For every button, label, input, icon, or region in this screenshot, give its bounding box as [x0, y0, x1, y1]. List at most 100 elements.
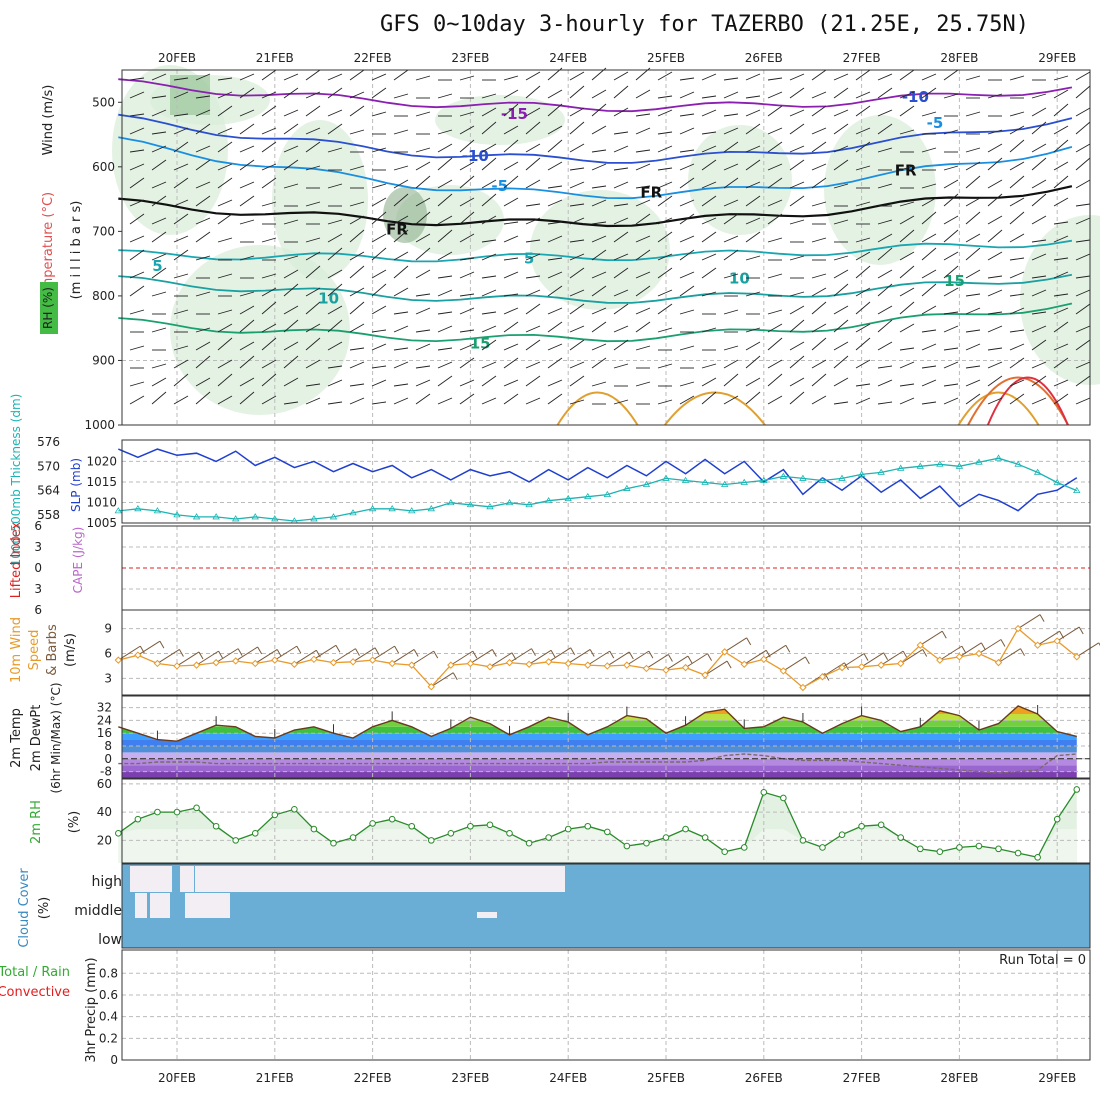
wind-barb: [591, 235, 607, 243]
wind-barb: [657, 231, 673, 243]
lifted-tick: 6: [34, 603, 42, 617]
temperature-axis-label: Temperature (°C): [41, 192, 56, 305]
wind-barb: [591, 221, 607, 225]
wind-barb: [745, 391, 761, 405]
wind-barb: [591, 321, 607, 333]
wind-barb: [1031, 397, 1047, 405]
wind-barb: [613, 253, 629, 261]
thickness-marker: [603, 490, 612, 498]
wind-barb: [393, 265, 409, 279]
temp-band: [122, 706, 1077, 708]
wind10-marker: [760, 655, 768, 664]
wind-barb: [591, 285, 607, 297]
rh2m-marker: [1073, 786, 1081, 793]
wind-barb: [525, 143, 541, 153]
wind-barb: [217, 309, 233, 315]
wind-barb: [415, 161, 431, 171]
wind-barb: [877, 147, 893, 153]
wind-barb: [173, 127, 189, 135]
wind-tick: 3: [104, 671, 112, 685]
wind-barb: [239, 219, 255, 225]
wind-barb: [173, 141, 189, 153]
wind-barb: [943, 179, 959, 189]
warm-contour: [957, 391, 1040, 426]
wind-barb: [1009, 329, 1025, 333]
wind-barb: [1053, 161, 1069, 171]
cloud-gap: [130, 866, 172, 892]
wind10-marker: [134, 651, 142, 659]
wind10-barb-flag: [374, 647, 380, 656]
wind-barb: [591, 89, 607, 99]
wind-barb: [899, 129, 915, 135]
wind-barb: [899, 215, 915, 225]
wind-barb: [459, 329, 475, 333]
wind-barb: [481, 339, 497, 351]
thickness-marker: [329, 513, 338, 520]
wind10-marker: [936, 656, 944, 664]
wind-barb: [1075, 275, 1091, 279]
wind-barb: [195, 391, 211, 405]
wind-barb: [855, 301, 871, 315]
wind-barb: [613, 325, 629, 333]
rh2m-marker: [193, 804, 200, 812]
wind-barb: [877, 233, 893, 243]
wind-barb: [657, 95, 673, 99]
wind-barb: [217, 213, 233, 225]
wind-barb: [833, 377, 849, 387]
wind10-barb: [528, 649, 552, 665]
thickness-marker: [153, 507, 162, 514]
wind-barb: [789, 87, 805, 99]
wind-barb: [569, 203, 585, 207]
wind-barb: [1053, 293, 1069, 297]
wind-barb: [833, 73, 849, 81]
wind-barb: [261, 373, 277, 387]
wind-barb: [987, 275, 1003, 279]
wind-barb: [965, 147, 981, 153]
cloud-unit-label: (%): [37, 897, 52, 920]
wind-barb: [921, 87, 937, 99]
wind-barb: [415, 365, 431, 369]
wind10-barb: [880, 650, 904, 666]
wind-barb: [239, 391, 255, 405]
wind-barb: [415, 343, 431, 351]
wind-barb: [943, 251, 959, 261]
thickness-marker: [408, 507, 416, 514]
wind10-barb: [900, 649, 923, 664]
wind-barb: [789, 305, 805, 315]
wind-barb: [811, 359, 827, 369]
thickness-marker: [310, 515, 318, 522]
wind-barb: [701, 159, 717, 171]
wind-barb: [459, 197, 475, 207]
wind-barb: [1009, 211, 1025, 225]
thickness-marker: [427, 505, 435, 512]
rh-legend-swatch: [40, 282, 58, 334]
wind10-barb: [235, 646, 258, 662]
wind-barb: [1031, 121, 1047, 135]
wind-barb: [503, 235, 519, 243]
wind-barb: [811, 91, 827, 99]
wind-barb: [855, 91, 871, 99]
wind-barb: [371, 211, 387, 225]
wind-barb: [1053, 75, 1069, 81]
wind-barb: [745, 231, 761, 243]
thickness-marker: [838, 474, 846, 481]
thickness-marker: [955, 462, 964, 469]
thickness-marker: [994, 454, 1003, 461]
wind-barb: [239, 377, 255, 387]
rh-area: [1020, 215, 1100, 385]
wind-barb: [217, 141, 233, 153]
wind-barb: [547, 271, 563, 279]
wind-barb: [525, 85, 541, 99]
isotherm-label: 15: [944, 272, 965, 290]
wind-barb: [591, 381, 607, 387]
wind-barb: [723, 199, 739, 207]
thickness-marker: [897, 464, 905, 471]
wind-barb: [547, 257, 563, 261]
lifted-tick: 3: [34, 540, 42, 554]
rh2m-marker: [1053, 815, 1061, 823]
date-label-bottom: 28FEB: [940, 1071, 978, 1085]
wind-barb: [987, 229, 1003, 243]
cloud-gap: [135, 893, 147, 918]
thickness-marker: [760, 476, 768, 483]
wind-barb: [129, 149, 145, 153]
